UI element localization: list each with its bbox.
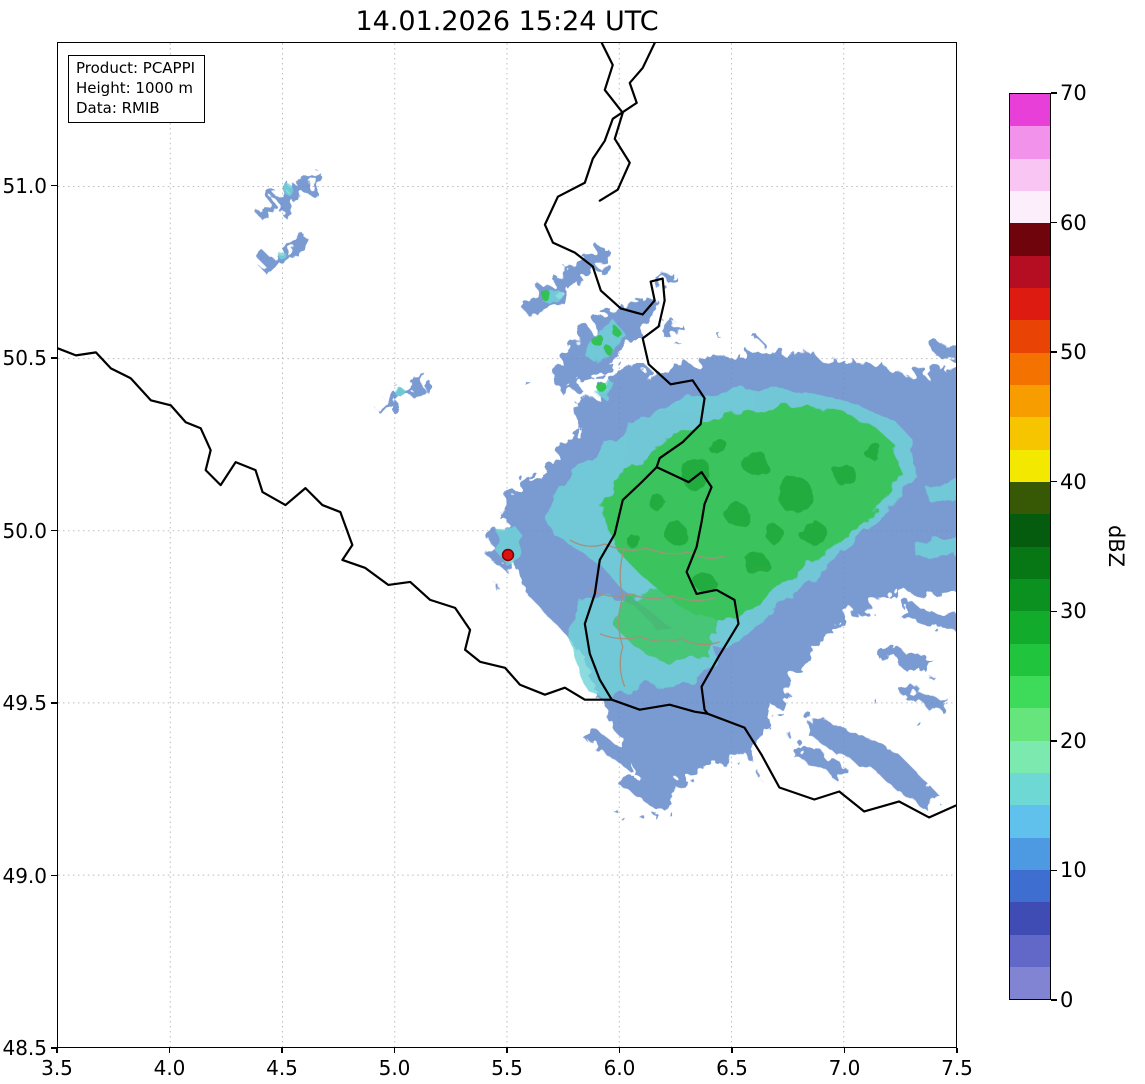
x-tick-mark [56, 1048, 58, 1053]
colorbar-tick-label: 10 [1060, 858, 1087, 883]
x-tick-label: 4.0 [153, 1056, 186, 1080]
y-tick-label: 50.5 [2, 346, 47, 371]
figure-title: 14.01.2026 15:24 UTC [355, 6, 659, 37]
colorbar-segment [1010, 966, 1050, 1000]
x-tick-mark [168, 1048, 171, 1053]
country-borders [58, 43, 956, 819]
info-line-height: Height: 1000 m [76, 78, 193, 97]
info-line-data: Data: RMIB [76, 98, 160, 117]
colorbar-tick-label: 20 [1060, 728, 1087, 753]
colorbar-segment [1010, 158, 1050, 191]
colorbar-segment [1010, 643, 1050, 676]
colorbar-segment [1010, 934, 1050, 967]
colorbar-segment [1010, 384, 1050, 418]
colorbar-tick-label: 70 [1060, 81, 1087, 105]
colorbar-tick-label: 40 [1060, 469, 1087, 494]
colorbar-segment [1010, 740, 1050, 773]
colorbar-segment [1010, 94, 1050, 127]
y-tick-mark [51, 874, 57, 877]
precipitation-layer [255, 169, 956, 821]
x-tick-mark [281, 1048, 283, 1053]
colorbar-segment [1010, 126, 1050, 159]
colorbar-segment [1010, 514, 1050, 547]
info-box: Product: PCAPPI Height: 1000 m Data: RMI… [68, 55, 206, 124]
x-tick-label: 7.5 [941, 1056, 973, 1080]
colorbar-segment [1010, 772, 1050, 806]
colorbar-tick-mark [1051, 480, 1057, 483]
colorbar-segment [1010, 578, 1050, 612]
colorbar-segment [1010, 546, 1050, 579]
colorbar-tick-label: 0 [1060, 988, 1074, 1012]
colorbar-segment [1010, 417, 1050, 450]
colorbar-tick-mark [1051, 999, 1057, 1001]
colorbar-tick-mark [1051, 92, 1057, 94]
y-tick-label: 49.0 [2, 863, 47, 888]
x-tick-label: 5.0 [378, 1056, 411, 1080]
colorbar-segment [1010, 255, 1050, 288]
x-tick-mark [393, 1048, 396, 1053]
x-tick-mark [843, 1048, 846, 1053]
colorbar-segment [1010, 287, 1050, 321]
colorbar-tick-label: 30 [1060, 599, 1087, 624]
colorbar-label: dBZ [1104, 524, 1128, 568]
precip-green-layer [539, 289, 901, 663]
x-tick-label: 5.5 [491, 1056, 523, 1080]
colorbar-segment [1010, 869, 1050, 903]
colorbar-tick-mark [1051, 610, 1057, 613]
x-tick-mark [731, 1048, 733, 1053]
colorbar-tick-mark [1051, 869, 1057, 872]
x-tick-label: 3.5 [41, 1056, 73, 1080]
x-tick-mark [506, 1048, 508, 1053]
colorbar-tick-label: 60 [1060, 210, 1087, 235]
y-tick-mark [51, 1047, 57, 1049]
colorbar-tick-label: 50 [1060, 340, 1087, 365]
map-svg [58, 43, 956, 1047]
x-tick-label: 6.5 [716, 1056, 748, 1080]
y-tick-label: 51.0 [2, 173, 47, 198]
colorbar-segment [1010, 675, 1050, 709]
colorbar-segment [1010, 805, 1050, 838]
y-tick-label: 48.5 [2, 1036, 47, 1060]
x-tick-mark [618, 1048, 621, 1053]
x-tick-label: 7.0 [828, 1056, 861, 1080]
y-tick-mark [51, 529, 57, 532]
colorbar-segment [1010, 902, 1050, 935]
province-borders [569, 539, 725, 687]
colorbar-segment [1010, 190, 1050, 224]
map-plot: Product: PCAPPI Height: 1000 m Data: RMI… [57, 42, 957, 1048]
colorbar-segment [1010, 837, 1050, 870]
colorbar-segment [1010, 708, 1050, 741]
x-tick-mark [956, 1048, 958, 1053]
colorbar-segment [1010, 481, 1050, 515]
colorbar-segment [1010, 611, 1050, 644]
colorbar-segment [1010, 352, 1050, 385]
precip-darkgreen-layer [625, 438, 884, 592]
colorbar-segment [1010, 223, 1050, 256]
x-tick-label: 4.5 [266, 1056, 298, 1080]
y-tick-mark [51, 702, 57, 704]
colorbar-segment [1010, 449, 1050, 482]
y-tick-label: 50.0 [2, 518, 47, 543]
y-tick-mark [51, 184, 57, 187]
info-line-product: Product: PCAPPI [76, 59, 196, 77]
y-tick-mark [51, 357, 57, 359]
colorbar-tick-mark [1051, 740, 1057, 742]
colorbar-segment [1010, 320, 1050, 353]
y-tick-label: 49.5 [2, 691, 47, 716]
radar-location-marker [501, 548, 515, 562]
colorbar-tick-mark [1051, 221, 1057, 224]
colorbar [1009, 93, 1051, 1000]
colorbar-tick-mark [1051, 351, 1057, 353]
x-tick-label: 6.0 [603, 1056, 636, 1080]
